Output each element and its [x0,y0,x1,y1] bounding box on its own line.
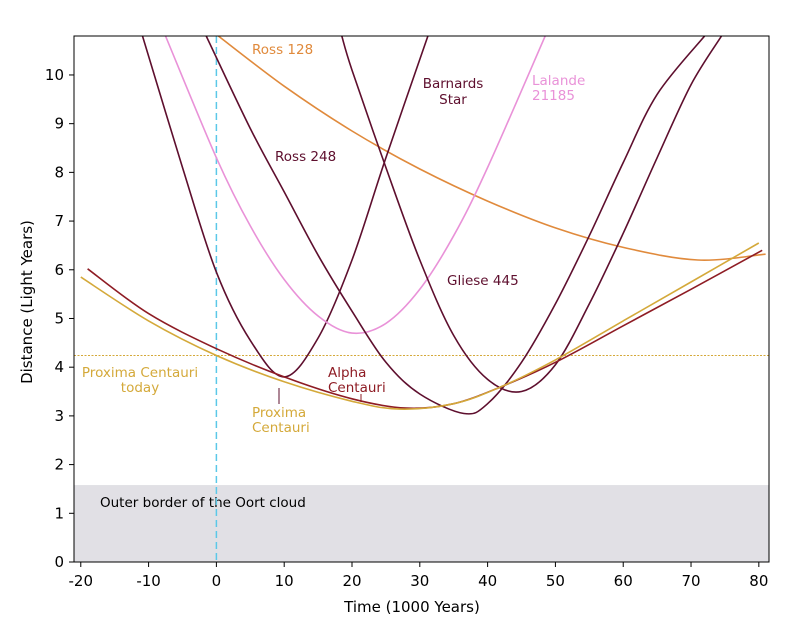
series-label-lalande-21185: Lalande 21185 [532,73,585,104]
proxima-today-label: Proxima Centauri today [82,365,198,396]
series-line-lalande-21185 [164,36,546,335]
series-label-proxima-centauri: Proxima Centauri [252,405,310,436]
oort-cloud-label: Outer border of the Oort cloud [100,495,306,511]
y-tick-label: 1 [54,504,64,522]
y-tick-label: 4 [54,358,64,376]
series-label-ross-248: Ross 248 [275,149,336,165]
ticks-layer: -20 -10 0 10 20 30 40 50 60 70 80 0 1 2 3 4 5 6 7 8 9 10 [45,66,768,590]
x-tick-label: 60 [614,572,633,590]
y-tick-label: 8 [54,163,64,181]
proxima-today-label-line: today [121,380,159,396]
y-tick-label: 7 [54,212,64,230]
y-tick-label: 2 [54,456,64,474]
x-tick-label: 70 [681,572,700,590]
x-tick-label: 10 [275,572,294,590]
regions-layer: Outer border of the Oort cloud [74,36,769,562]
plot-border [73,35,770,563]
series-label-alpha-centauri-line: Alpha [328,365,366,381]
series-line-gliese-445 [341,36,723,393]
oort-cloud-region [74,485,769,562]
series-label-ross-128: Ross 128 [252,42,313,58]
x-tick-label: 50 [546,572,565,590]
series-layer [80,36,766,415]
y-tick-label: 6 [54,261,64,279]
series-label-proxima-centauri-line: Proxima [252,405,306,421]
series-line-ross-128 [217,36,766,261]
x-tick-label: 0 [212,572,222,590]
series-label-alpha-centauri-line: Centauri [328,380,386,396]
series-label-barnards-star-line: Star [439,92,467,108]
series-label-gliese-445: Gliese 445 [447,273,519,289]
x-tick-label: 20 [342,572,361,590]
series-line-ross-248 [205,36,706,415]
proxima-today-label-line: Proxima Centauri [82,365,198,381]
series-label-proxima-centauri-line: Centauri [252,420,310,436]
y-tick-label: 10 [45,66,64,84]
y-tick-label: 0 [54,553,64,571]
x-tick-label: -20 [69,572,94,590]
series-line-proxima-centauri [80,242,760,410]
series-label-ross-248-line: Ross 248 [275,149,336,165]
y-tick-label: 3 [54,407,64,425]
series-label-lalande-21185-line: 21185 [532,88,575,104]
y-tick-label: 9 [54,115,64,133]
x-tick-label: -10 [136,572,161,590]
series-label-barnards-star: Barnards Star [423,76,484,108]
plot-frame [73,35,770,563]
y-axis-title: Distance (Light Years) [18,220,36,384]
series-label-gliese-445-line: Gliese 445 [447,273,519,289]
y-tick-label: 5 [54,309,64,327]
series-label-barnards-star-line: Barnards [423,76,484,92]
series-label-ross-128-line: Ross 128 [252,42,313,58]
x-tick-label: 30 [410,572,429,590]
x-axis-title: Time (1000 Years) [343,598,480,616]
labels-layer: Ross 128 Barnards Star Lalande 21185 Ross 248… [82,42,585,436]
x-tick-label: 80 [749,572,768,590]
series-label-alpha-centauri: Alpha Centauri [328,365,386,396]
series-label-lalande-21185-line: Lalande [532,73,585,89]
x-tick-label: 40 [478,572,497,590]
